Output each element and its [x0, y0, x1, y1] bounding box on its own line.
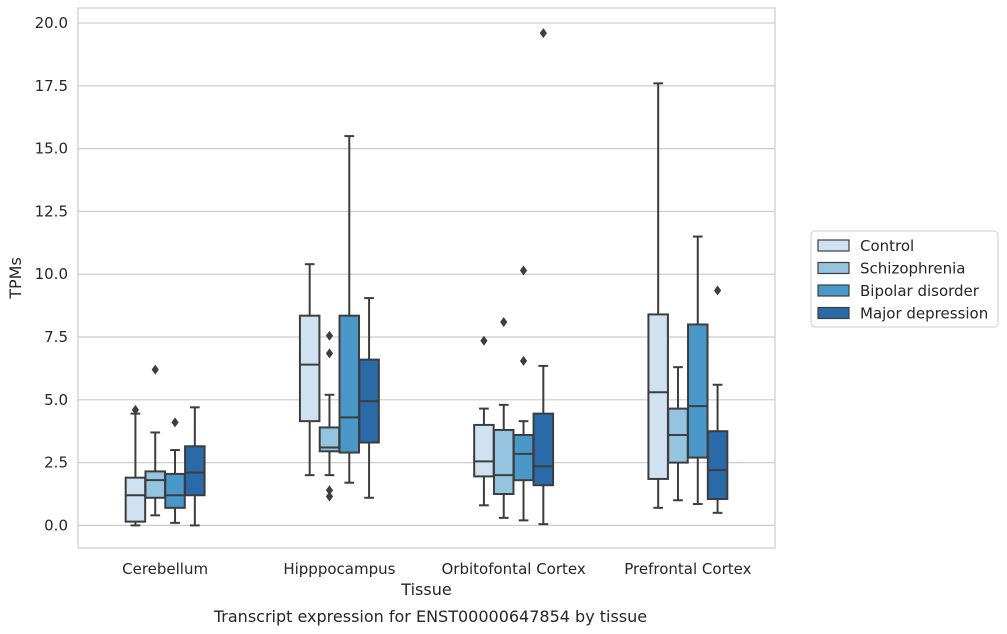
- box-body: [492, 428, 515, 495]
- y-tick-label: 17.5: [35, 77, 68, 95]
- series-schizophrenia: [144, 316, 689, 519]
- legend-label: Control: [860, 237, 914, 255]
- series-control: [124, 82, 669, 527]
- legend-swatch: [817, 306, 850, 320]
- box: [358, 297, 380, 499]
- box: [318, 330, 341, 502]
- x-tick-label: Prefrontal Cortex: [624, 560, 751, 578]
- box: [298, 263, 321, 477]
- chart-caption: Transcript expression for ENST0000064785…: [213, 607, 647, 626]
- box-plot-marks: [124, 28, 729, 527]
- box: [512, 265, 535, 522]
- box-body: [473, 423, 495, 478]
- outlier-point: [519, 265, 528, 276]
- outlier-point: [325, 330, 334, 341]
- outlier-point: [325, 348, 334, 359]
- legend-swatch: [817, 261, 850, 275]
- x-tick-label: Cerebellum: [122, 560, 208, 578]
- box-body: [687, 323, 709, 459]
- legend-swatch: [817, 239, 850, 252]
- box-body: [338, 314, 361, 454]
- x-tick-labels: Cerebellum Hipppocampus Orbitofontal Corte…: [122, 560, 751, 578]
- legend-frame: [810, 230, 999, 328]
- box-body: [706, 430, 729, 501]
- outlier-point: [325, 485, 334, 496]
- box: [184, 406, 206, 527]
- box: [706, 285, 729, 514]
- x-tick-label: Hipppocampus: [283, 560, 395, 578]
- box-body: [532, 412, 555, 487]
- box: [532, 28, 555, 526]
- box: [647, 82, 669, 509]
- box-body: [124, 476, 147, 523]
- y-tick-label: 7.5: [44, 328, 68, 346]
- legend-swatch: [817, 284, 850, 297]
- y-axis-label: TPMs: [6, 257, 25, 300]
- outlier-point: [325, 491, 334, 502]
- box: [687, 235, 709, 506]
- outlier-point: [539, 28, 547, 39]
- box: [667, 366, 689, 502]
- box-body: [512, 433, 535, 482]
- series-major-depression: [184, 28, 729, 527]
- legend-item: Bipolar disorder: [817, 282, 980, 300]
- outlier-point: [151, 364, 159, 375]
- legend: Control Schizophrenia Bipolar disorder Majo…: [810, 230, 999, 328]
- y-tick-label: 20.0: [35, 14, 68, 32]
- legend-label: Bipolar disorder: [860, 282, 980, 300]
- legend-item: Major depression: [817, 305, 988, 323]
- box-body: [647, 313, 669, 480]
- y-tick-labels: 0.0 2.5 5.0 7.5 10.0 12.5 15.0 17.5 20.0: [35, 14, 68, 534]
- legend-label: Schizophrenia: [860, 260, 965, 278]
- legend-item: Control: [817, 237, 914, 255]
- box: [492, 316, 515, 519]
- legend-item: Schizophrenia: [817, 260, 965, 278]
- box: [473, 335, 495, 507]
- plot-frame: [77, 7, 776, 549]
- x-axis-label: Tissue: [400, 580, 451, 599]
- outlier-point: [500, 316, 508, 327]
- y-tick-label: 5.0: [44, 391, 68, 409]
- y-tick-label: 0.0: [44, 516, 68, 534]
- box-body: [164, 472, 186, 509]
- x-tick-label: Orbitofontal Cortex: [442, 560, 586, 578]
- outlier-point: [519, 355, 528, 366]
- box: [144, 364, 166, 517]
- box-body: [298, 314, 321, 423]
- y-tick-label: 15.0: [35, 140, 68, 158]
- legend-label: Major depression: [860, 305, 988, 323]
- y-tick-label: 10.0: [35, 265, 68, 283]
- outlier-point: [171, 417, 179, 428]
- y-tick-label: 2.5: [44, 454, 68, 472]
- y-tick-label: 12.5: [35, 202, 68, 220]
- box-body: [144, 470, 166, 499]
- outlier-point: [713, 285, 722, 296]
- box: [124, 404, 147, 527]
- outlier-point: [480, 335, 488, 346]
- box-body: [184, 445, 206, 497]
- outlier-point: [131, 404, 140, 415]
